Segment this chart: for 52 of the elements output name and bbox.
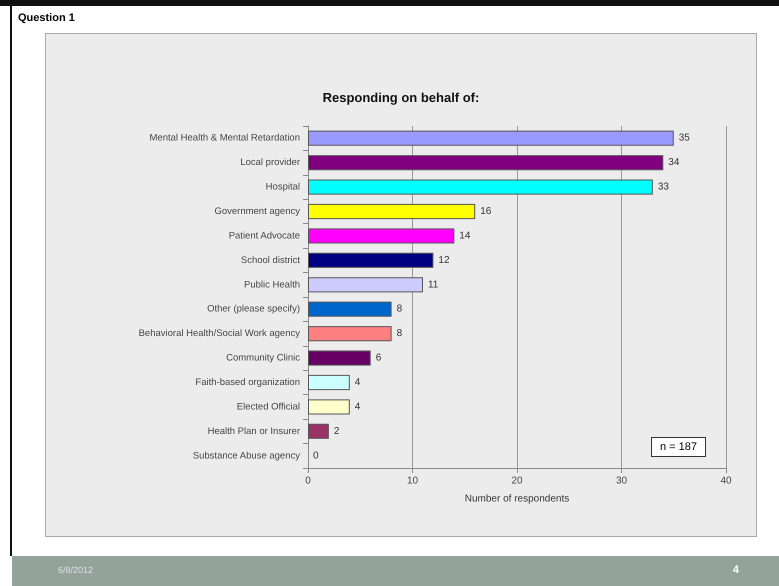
data-label: 12 [438, 254, 450, 266]
y-tick-label: Health Plan or Insurer [208, 426, 300, 437]
y-tick-label: Local provider [240, 157, 300, 168]
bar [308, 130, 674, 146]
y-tick-label: Public Health [244, 279, 300, 290]
x-tick-label: 0 [305, 476, 312, 486]
data-label: 4 [354, 401, 361, 412]
chart-title: Responding on behalf of: [322, 90, 480, 105]
y-tick-label: Community Clinic [226, 352, 300, 364]
bar [308, 180, 653, 195]
data-label: 11 [428, 279, 439, 290]
bar [308, 424, 329, 439]
y-tick-label: Mental Health & Mental Retardation [150, 132, 300, 144]
y-tick-label: Hospital [266, 182, 300, 193]
x-axis-title: Number of respondents [464, 494, 570, 504]
bar [308, 155, 664, 170]
text: 4 [732, 564, 739, 576]
data-label: 6 [376, 352, 382, 364]
x-tick-label: 30 [616, 476, 628, 486]
bar [308, 204, 476, 220]
data-label: 4 [354, 377, 361, 388]
data-label: 8 [396, 328, 403, 340]
text: Question 1 [18, 12, 75, 24]
y-tick-label: Other (please specify) [207, 304, 300, 315]
data-label: 33 [658, 182, 670, 193]
y-tick-label: Patient Advocate [228, 230, 300, 242]
bar [308, 399, 350, 414]
data-label: 2 [334, 426, 340, 437]
bar [308, 326, 392, 342]
bar [308, 228, 454, 244]
y-tick-label: Behavioral Health/Social Work agency [138, 328, 300, 340]
bar [308, 277, 423, 292]
y-tick-label: School district [240, 254, 300, 266]
data-label: 8 [396, 304, 403, 315]
y-tick-label: Faith-based organization [195, 377, 300, 388]
y-tick-label: Substance Abuse agency [192, 450, 300, 462]
annotation: n = 187 [651, 437, 706, 457]
bar [308, 350, 371, 366]
y-tick-label: Government agency [214, 206, 300, 217]
x-tick-label: 10 [406, 476, 418, 486]
text: 6/8/2012 [58, 565, 94, 575]
bar [308, 302, 392, 317]
data-label: 0 [313, 450, 319, 462]
data-label: 34 [668, 157, 680, 168]
bar [308, 374, 350, 390]
data-label: 35 [678, 132, 690, 144]
bar [308, 252, 434, 268]
x-tick-label: 20 [511, 476, 523, 486]
y-tick-label: Elected Official [236, 401, 300, 412]
data-label: 16 [480, 206, 492, 217]
data-label: 14 [459, 230, 471, 242]
x-tick-label: 40 [720, 476, 732, 486]
